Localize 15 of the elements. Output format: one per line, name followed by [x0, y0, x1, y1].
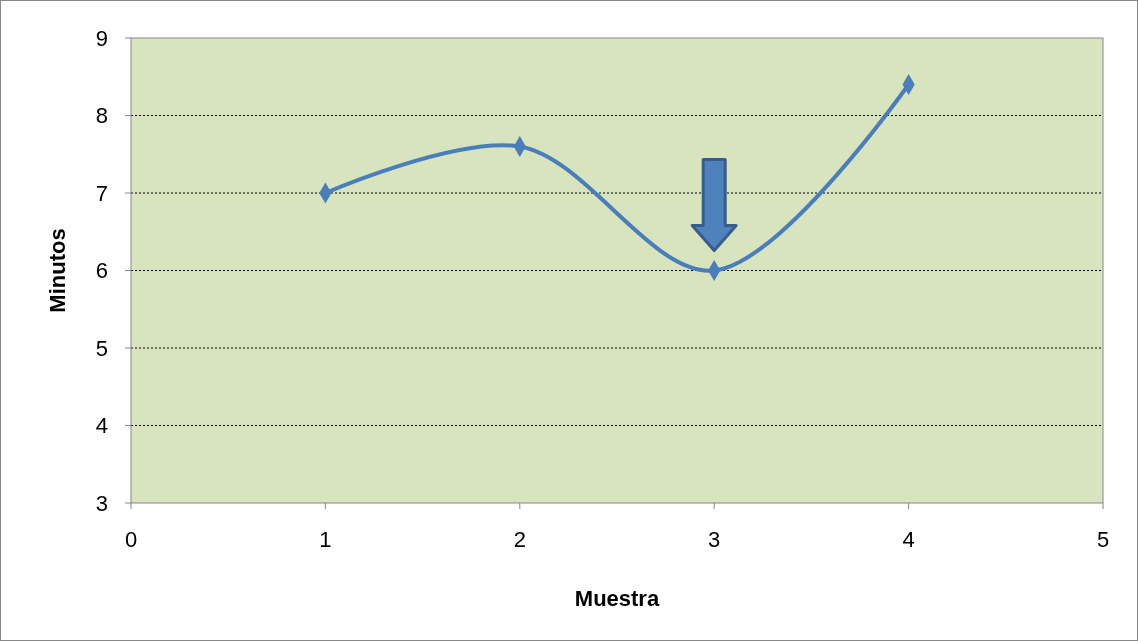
x-tick-label: 2	[513, 527, 526, 552]
x-tick-label: 0	[124, 527, 138, 552]
x-tick-label: 5	[1096, 527, 1110, 552]
y-tick-label: 5	[95, 335, 108, 361]
y-tick-label: 8	[95, 103, 108, 129]
y-axis-title: Minutos	[45, 228, 70, 313]
x-axis-title: Muestra	[574, 586, 660, 611]
y-tick-label: 6	[95, 258, 108, 284]
y-tick-label: 9	[95, 25, 108, 51]
x-tick-label: 1	[319, 527, 332, 552]
y-tick-label: 4	[95, 413, 108, 439]
x-tick-label: 3	[708, 527, 721, 552]
x-tick-label: 4	[902, 527, 915, 552]
y-tick-label: 3	[95, 490, 108, 516]
y-tick-label: 7	[95, 180, 108, 206]
